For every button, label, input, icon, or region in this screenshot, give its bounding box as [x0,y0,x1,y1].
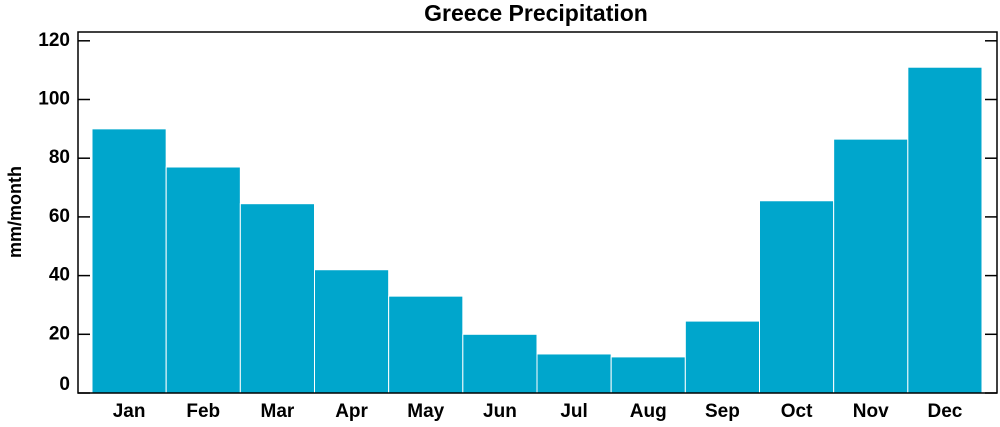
y-tick-label: 100 [38,89,70,110]
x-tick-label: Sep [705,401,740,422]
x-tick-label: Mar [261,401,295,422]
bar [907,66,983,394]
x-tick-label: Feb [186,401,220,422]
bar [833,138,909,394]
bar [759,200,835,394]
bar [239,203,315,394]
x-tick-label: Jan [113,401,146,422]
bar [684,320,760,394]
y-tick-label: 120 [38,30,70,51]
x-tick-label: Dec [927,401,962,422]
bar [610,356,686,394]
bar [165,166,241,394]
x-tick-label: Jul [560,401,587,422]
y-tick-label: 80 [49,147,70,168]
x-tick-label: Oct [781,401,813,422]
x-tick-label: Nov [853,401,889,422]
bar [462,333,538,394]
y-axis-label: mm/month [5,166,25,258]
bar [91,128,167,394]
y-tick-label: 20 [49,323,70,344]
x-tick-label: Aug [630,401,667,422]
bar [314,269,390,394]
x-tick-label: Apr [335,401,368,422]
bar [536,353,612,394]
bar [388,295,464,394]
x-tick-label: May [407,401,444,422]
plot-frame [77,31,998,394]
y-tick-label: 0 [59,374,70,395]
y-tick-label: 40 [49,265,70,286]
x-tick-label: Jun [483,401,517,422]
chart-title: Greece Precipitation [424,0,648,26]
y-tick-label: 60 [49,206,70,227]
